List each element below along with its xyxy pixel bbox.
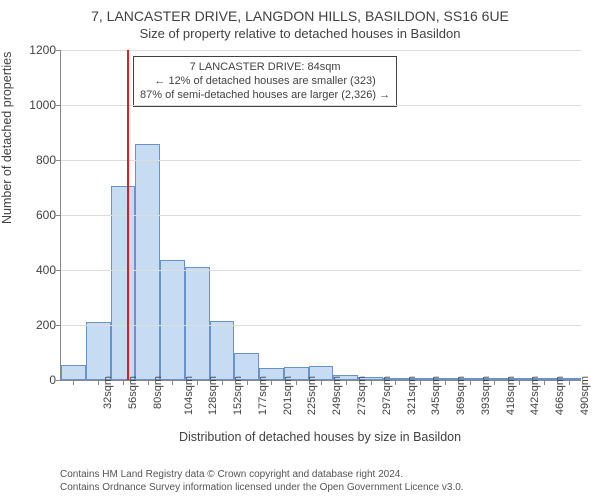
y-tick-label: 1200: [21, 43, 56, 57]
x-tick-label: 442sqm: [529, 376, 541, 415]
y-tick-label: 0: [21, 373, 56, 387]
y-axis-label: Number of detached properties: [0, 210, 14, 224]
footer-line-2: Contains Ordnance Survey information lic…: [60, 481, 580, 494]
footer-attribution: Contains HM Land Registry data © Crown c…: [60, 468, 580, 494]
y-tick-label: 400: [21, 263, 56, 277]
histogram-bar: [86, 322, 111, 380]
histogram-bar: [61, 365, 86, 380]
histogram-bar: [210, 321, 235, 380]
annotation-line: 7 LANCASTER DRIVE: 84sqm: [140, 61, 390, 75]
y-tick-label: 1000: [21, 98, 56, 112]
marker-line: [127, 50, 129, 380]
x-tick-label: 177sqm: [257, 376, 269, 415]
x-tick-label: 273sqm: [356, 376, 368, 415]
y-tick-label: 600: [21, 208, 56, 222]
x-tick-label: 321sqm: [406, 376, 418, 415]
annotation-box: 7 LANCASTER DRIVE: 84sqm← 12% of detache…: [133, 56, 397, 107]
x-tick-label: 490sqm: [579, 376, 591, 415]
x-tick-label: 369sqm: [455, 376, 467, 415]
histogram-plot: 7 LANCASTER DRIVE: 84sqm← 12% of detache…: [60, 50, 581, 381]
x-tick-label: 128sqm: [208, 376, 220, 415]
x-tick-label: 297sqm: [381, 376, 393, 415]
x-tick-label: 225sqm: [307, 376, 319, 415]
annotation-line: ← 12% of detached houses are smaller (32…: [140, 75, 390, 89]
chart-subtitle: Size of property relative to detached ho…: [0, 26, 600, 41]
histogram-bar: [160, 260, 185, 380]
x-tick-label: 249sqm: [331, 376, 343, 415]
histogram-bar: [185, 267, 210, 380]
y-tick-label: 200: [21, 318, 56, 332]
annotation-line: 87% of semi-detached houses are larger (…: [140, 89, 390, 103]
y-tick-label: 800: [21, 153, 56, 167]
x-tick-label: 393sqm: [480, 376, 492, 415]
x-tick-label: 201sqm: [282, 376, 294, 415]
x-tick-label: 345sqm: [430, 376, 442, 415]
x-tick-label: 418sqm: [505, 376, 517, 415]
x-tick-label: 152sqm: [232, 376, 244, 415]
x-tick-label: 104sqm: [183, 376, 195, 415]
chart-title: 7, LANCASTER DRIVE, LANGDON HILLS, BASIL…: [0, 8, 600, 24]
x-tick-label: 466sqm: [554, 376, 566, 415]
x-axis-label: Distribution of detached houses by size …: [60, 430, 580, 444]
footer-line-1: Contains HM Land Registry data © Crown c…: [60, 468, 580, 481]
histogram-bar: [135, 144, 160, 381]
x-tick-label: 80sqm: [152, 376, 164, 409]
x-tick-label: 56sqm: [127, 376, 139, 409]
x-tick-label: 32sqm: [102, 376, 114, 409]
